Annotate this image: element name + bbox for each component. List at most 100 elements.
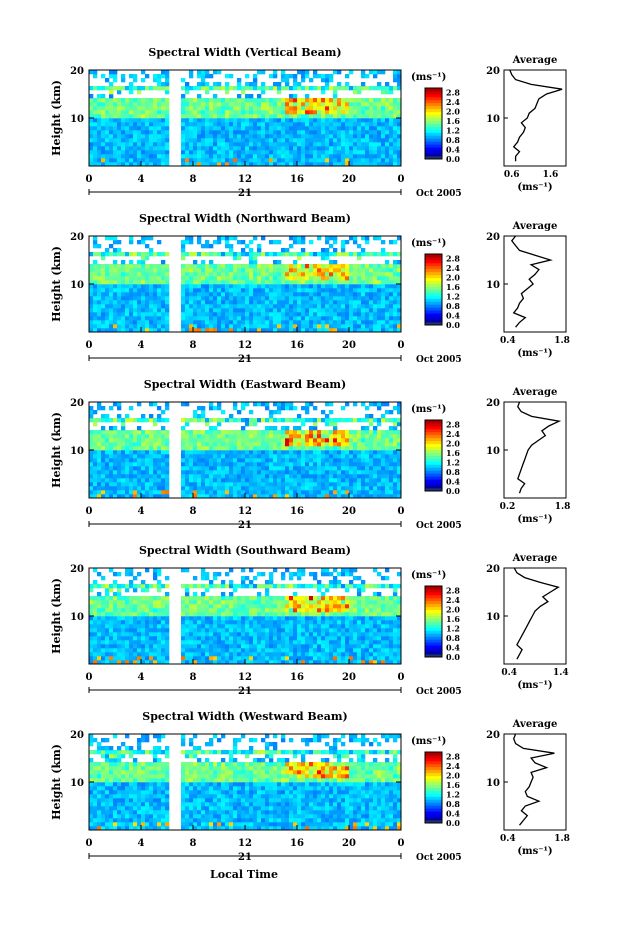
heatmap-cell: [213, 158, 218, 163]
heatmap-cell: [285, 142, 290, 147]
colorbar-swatch: [425, 144, 442, 148]
heatmap-cell: [161, 478, 166, 483]
heatmap-cell: [233, 284, 238, 289]
heatmap-cell: [329, 296, 334, 301]
heatmap-cell: [365, 474, 370, 479]
heatmap-cell: [281, 462, 286, 467]
heatmap-cell: [197, 276, 202, 281]
heatmap-cell: [101, 320, 106, 325]
heatmap-cell: [249, 482, 254, 487]
heatmap-cell: [221, 482, 226, 487]
heatmap-cell: [241, 276, 246, 281]
heatmap-cell: [181, 138, 186, 143]
heatmap-cell: [277, 648, 282, 653]
heatmap-cell: [245, 74, 250, 79]
heatmap-cell: [265, 660, 270, 665]
heatmap-cell: [133, 74, 138, 79]
heatmap-cell: [353, 660, 358, 665]
heatmap-cell: [233, 162, 238, 167]
heatmap-cell: [361, 292, 366, 297]
heatmap-cell: [181, 158, 186, 163]
heatmap-cell: [257, 106, 262, 111]
heatmap-cell: [97, 244, 102, 249]
colorbar-frame: [424, 419, 443, 492]
colorbar-tick-label: 1.6: [446, 282, 460, 292]
heatmap-cell: [113, 162, 118, 167]
heatmap-cell: [237, 130, 242, 135]
heatmap-cell: [385, 154, 390, 159]
x-tick-label: 8: [190, 506, 197, 517]
heatmap-cell: [145, 284, 150, 289]
heatmap-cell: [241, 648, 246, 653]
heatmap-cell: [289, 264, 294, 269]
heatmap-cell: [193, 466, 198, 471]
heatmap-cell: [121, 78, 126, 83]
heatmap-cell: [397, 134, 402, 139]
heatmap-cell: [313, 660, 318, 665]
heatmap-cell: [357, 256, 362, 261]
heatmap-cell: [317, 276, 322, 281]
heatmap-cell: [229, 106, 234, 111]
heatmap-cell: [273, 150, 278, 155]
heatmap-cell: [233, 324, 238, 329]
heatmap-cell: [389, 106, 394, 111]
heatmap-cell: [145, 142, 150, 147]
heatmap-cell: [93, 410, 98, 415]
heatmap-cell: [157, 414, 162, 419]
heatmap-cell: [273, 418, 278, 423]
heatmap-cell: [213, 122, 218, 127]
heatmap-cell: [385, 490, 390, 495]
heatmap-cell: [381, 138, 386, 143]
profile-y-tick-label: 20: [486, 66, 500, 77]
heatmap-cell: [257, 288, 262, 293]
heatmap-cell: [345, 462, 350, 467]
heatmap-cell: [305, 490, 310, 495]
heatmap-cell: [125, 328, 130, 333]
heatmap-cell: [361, 470, 366, 475]
heatmap-cell: [185, 114, 190, 119]
heatmap-cell: [277, 320, 282, 325]
heatmap-cell: [149, 236, 154, 241]
heatmap-cell: [333, 442, 338, 447]
heatmap-cell: [285, 280, 290, 285]
heatmap-cell: [221, 292, 226, 297]
heatmap-cell: [341, 434, 346, 439]
heatmap-cell: [129, 130, 134, 135]
heatmap-cell: [369, 134, 374, 139]
heatmap-cell: [233, 474, 238, 479]
heatmap-cell: [285, 656, 290, 661]
heatmap-cell: [221, 276, 226, 281]
heatmap-cell: [393, 118, 398, 123]
heatmap-cell: [313, 478, 318, 483]
heatmap-cell: [225, 296, 230, 301]
heatmap-cell: [161, 134, 166, 139]
heatmap-cell: [89, 280, 94, 285]
heatmap-cell: [165, 478, 170, 483]
heatmap-cell: [97, 284, 102, 289]
heatmap-cell: [249, 296, 254, 301]
heatmap-cell: [397, 316, 402, 321]
heatmap-cell: [249, 264, 254, 269]
heatmap-cell: [113, 648, 118, 653]
heatmap-cell: [229, 652, 234, 657]
heatmap-cell: [285, 490, 290, 495]
heatmap-cell: [137, 328, 142, 333]
heatmap-cell: [325, 138, 330, 143]
heatmap-cell: [233, 466, 238, 471]
heatmap-cell: [381, 154, 386, 159]
heatmap-cell: [317, 308, 322, 313]
heatmap-cell: [317, 434, 322, 439]
heatmap-cell: [289, 450, 294, 455]
heatmap-cell: [373, 490, 378, 495]
heatmap-cell: [241, 90, 246, 95]
heatmap-cell: [341, 276, 346, 281]
heatmap-cell: [369, 422, 374, 427]
heatmap-cell: [149, 454, 154, 459]
heatmap-cell: [229, 114, 234, 119]
heatmap-cell: [181, 466, 186, 471]
heatmap-cell: [209, 434, 214, 439]
heatmap-cell: [365, 656, 370, 661]
heatmap-cell: [337, 110, 342, 115]
heatmap-cell: [209, 458, 214, 463]
heatmap-cell: [217, 118, 222, 123]
